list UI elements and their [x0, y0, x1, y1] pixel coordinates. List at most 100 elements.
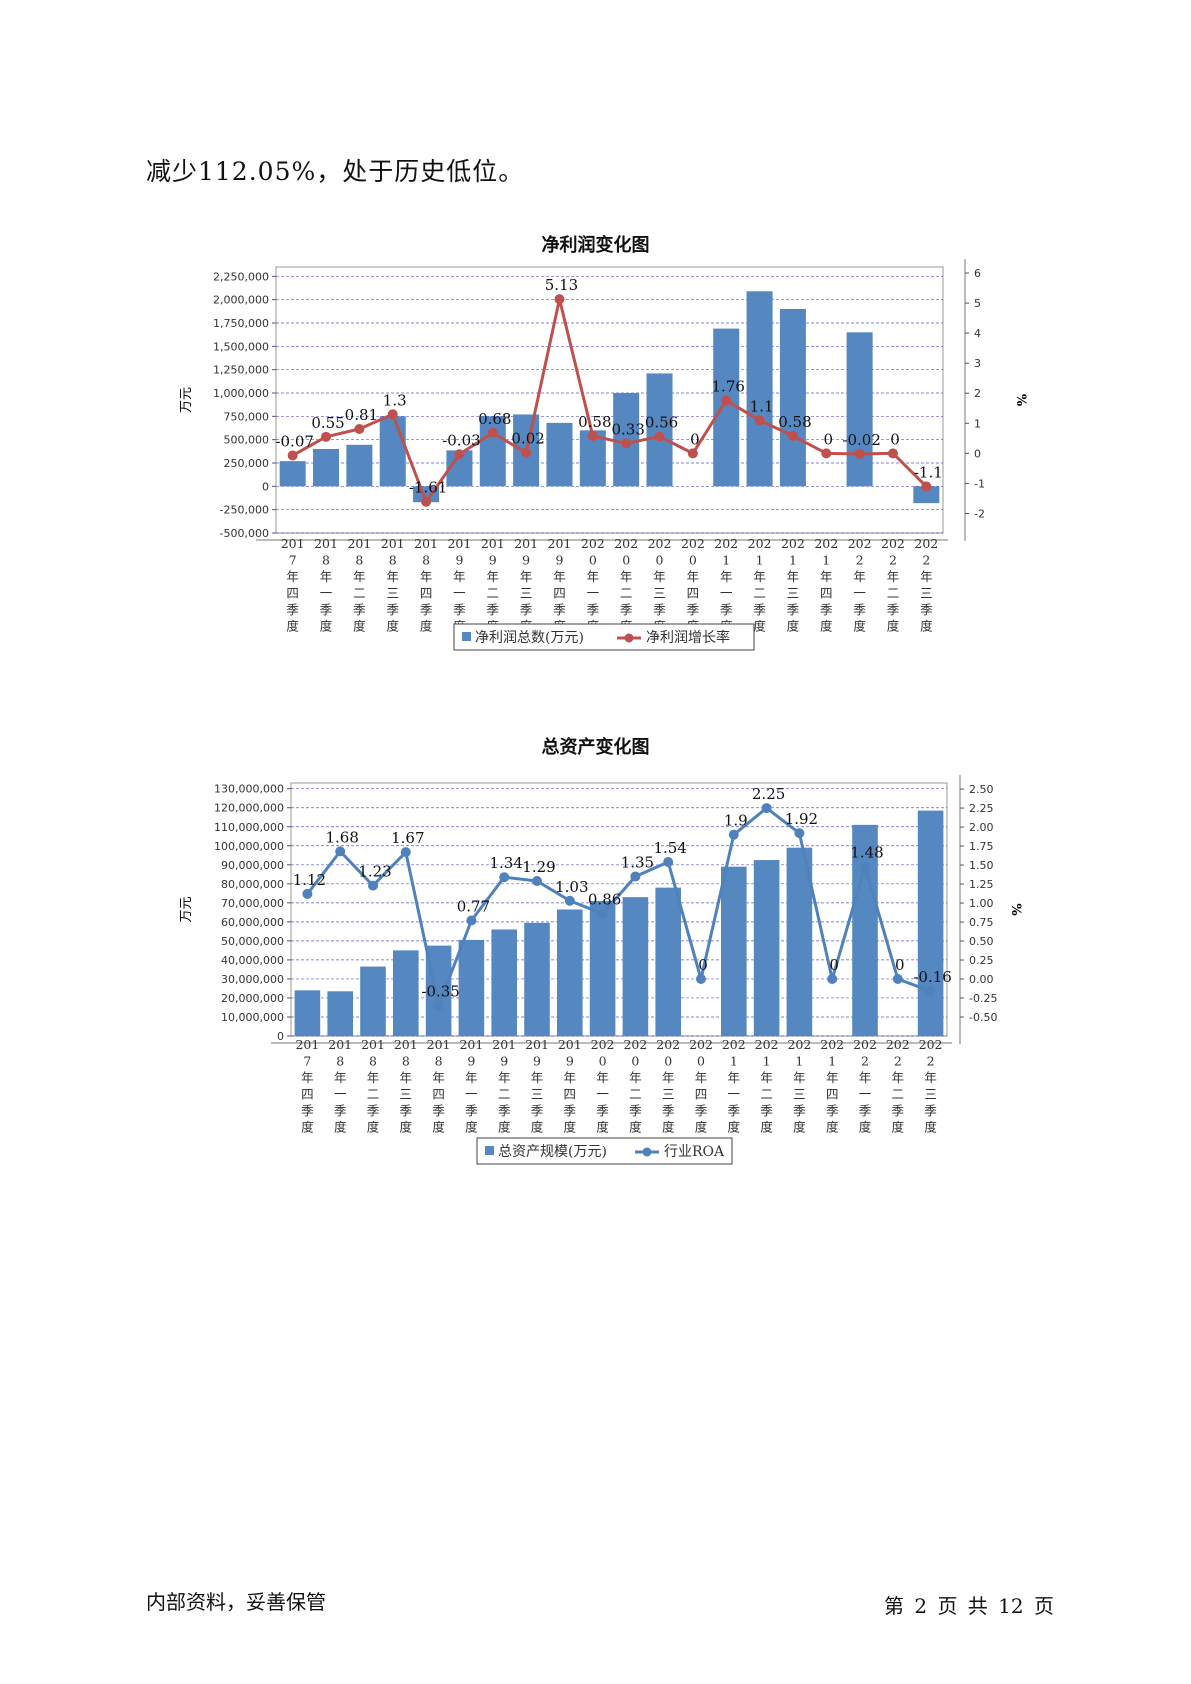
category-label-part: 201 [361, 1037, 385, 1052]
legend-line-marker [624, 633, 634, 643]
bar [360, 966, 386, 1036]
category-label-part: 一 [596, 1087, 609, 1102]
category-label-part: 0 [622, 553, 630, 568]
category-label-part: 年 [520, 569, 533, 584]
legend-bar-label: 总资产规模(万元) [498, 1144, 607, 1160]
right-axis-tick-label: -2 [974, 507, 985, 520]
category-label-part: 三 [531, 1087, 544, 1102]
category-label-part: 201 [427, 1037, 451, 1052]
data-label: 0.33 [611, 420, 644, 438]
right-axis-tick-label: 3 [974, 357, 981, 370]
line-point [521, 447, 532, 458]
category-label-part: 年 [432, 1070, 445, 1085]
data-label: 1.9 [724, 812, 748, 830]
category-label-part: 度 [820, 619, 833, 634]
line-point [761, 803, 772, 814]
category-label-part: 年 [386, 569, 399, 584]
data-label: 5.13 [545, 276, 578, 294]
category-label-part: 0 [631, 1054, 639, 1069]
right-axis-tick-label: 2.25 [969, 802, 994, 815]
line-point [433, 1000, 444, 1011]
data-label: 1.48 [850, 844, 883, 862]
line-point [854, 448, 865, 459]
category-label-part: 度 [892, 1120, 905, 1135]
line-point [532, 876, 542, 887]
line-point [466, 915, 477, 926]
category-label-part: 一 [453, 586, 466, 601]
bar [458, 939, 485, 1036]
category-label-part: 四 [420, 586, 433, 601]
profit-chart: 2,250,000 2,000,000 1,750,000 1,500,000 1,25… [179, 259, 1028, 651]
category-label-part: 二 [353, 586, 366, 601]
category-label-part: 0 [697, 1054, 705, 1069]
category-label-part: 年 [653, 569, 666, 584]
category-label-part: 季 [787, 602, 800, 617]
category-label-part: 8 [402, 1054, 410, 1069]
category-label-part: 度 [400, 1120, 413, 1135]
left-axis-tick-label: 500,000 [224, 434, 270, 447]
line-point [487, 427, 498, 438]
left-axis-tick-label: 130,000,000 [214, 783, 284, 796]
category-label-part: 季 [334, 1103, 347, 1118]
category-label-part: 年 [487, 569, 500, 584]
category-label-part: 年 [596, 1070, 609, 1085]
category-label-part: 季 [386, 602, 399, 617]
category-label-part: 季 [453, 602, 466, 617]
category-label-part: 度 [629, 1120, 642, 1135]
bar [491, 929, 517, 1036]
left-axis-tick-label: 20,000,000 [221, 992, 284, 1005]
category-label-part: 年 [353, 569, 366, 584]
legend-bar-label: 净利润总数(万元) [475, 630, 584, 646]
bar [279, 461, 306, 487]
category-label-part: 二 [620, 586, 633, 601]
line-point [335, 846, 346, 857]
category-label-part: 8 [422, 553, 430, 568]
category-label-part: 度 [924, 1120, 937, 1135]
category-label-part: 201 [525, 1037, 549, 1052]
category-label-part: 8 [336, 1054, 344, 1069]
category-label-part: 季 [662, 1103, 675, 1118]
category-label-part: 201 [295, 1037, 319, 1052]
data-label: -0.02 [842, 431, 880, 449]
category-label-part: 三 [920, 586, 933, 601]
category-label-part: 季 [498, 1103, 511, 1118]
line-point [454, 449, 465, 460]
bar [393, 950, 419, 1036]
assets-chart: 130,000,000120,000,000110,000,000100,000… [179, 775, 1023, 1165]
data-label: -0.16 [913, 968, 951, 986]
category-label-part: 0 [599, 1054, 607, 1069]
category-label-part: 度 [793, 1120, 806, 1135]
line-point [287, 450, 298, 461]
data-label: 0.86 [588, 891, 621, 909]
category-label-part: 9 [455, 553, 463, 568]
left-axis-tick-label: 1,500,000 [213, 340, 269, 353]
category-label-part: 201 [558, 1037, 582, 1052]
right-axis-tick-label: 2.00 [969, 821, 994, 834]
category-label-part: 四 [286, 586, 299, 601]
line-point [499, 872, 510, 883]
category-label-part: 季 [465, 1103, 478, 1118]
category-label-part: 9 [555, 553, 563, 568]
right-axis-tick-label: -0.50 [969, 1011, 997, 1024]
legend-box [476, 1137, 733, 1165]
category-label-part: 202 [814, 536, 838, 551]
bar [294, 990, 321, 1036]
right-axis-tick-label: 0.50 [969, 935, 994, 948]
right-axis-tick-label: 5 [974, 297, 981, 310]
category-label-part: 年 [465, 1070, 478, 1085]
category-label-part: 度 [887, 619, 900, 634]
data-label: 0 [698, 956, 708, 974]
category-label-part: 7 [289, 553, 297, 568]
category-label-part: 度 [367, 1120, 380, 1135]
data-label: -0.03 [442, 431, 480, 449]
data-label: 0 [690, 430, 700, 448]
category-label-part: 1 [795, 1054, 803, 1069]
category-label-part: 季 [892, 1103, 905, 1118]
category-label-part: 二 [629, 1087, 642, 1102]
